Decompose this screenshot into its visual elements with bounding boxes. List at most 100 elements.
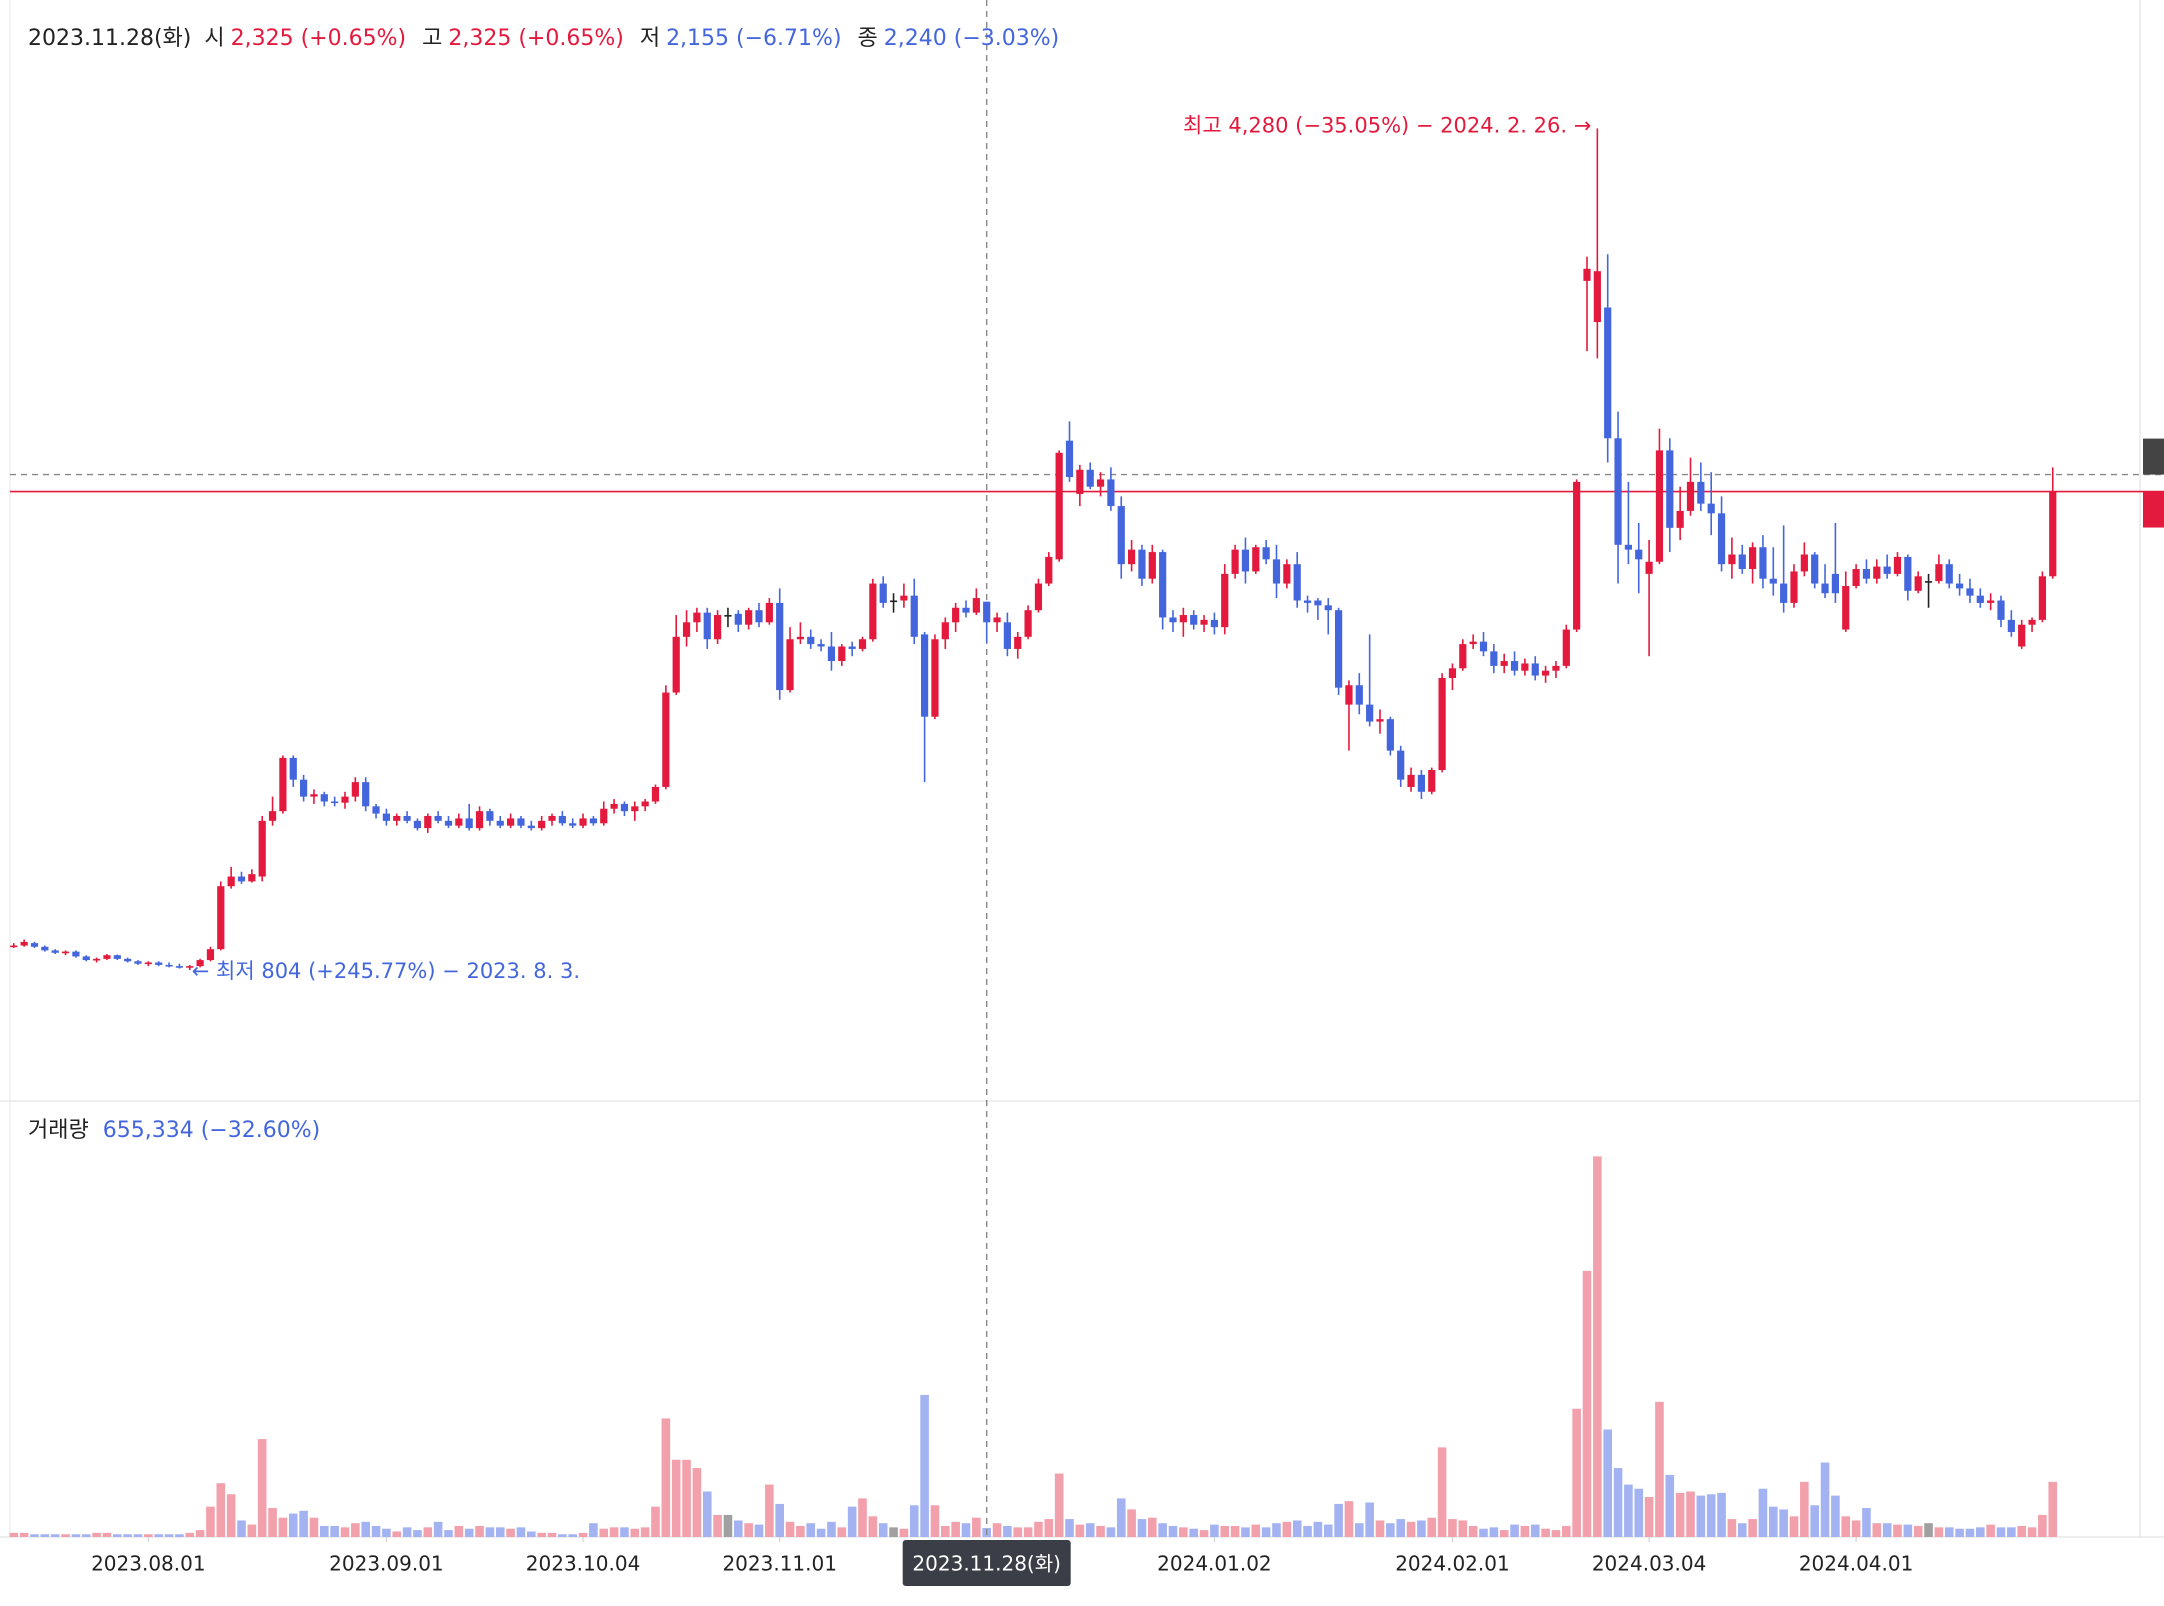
volume-bar — [1841, 1516, 1851, 1537]
candle-body — [144, 962, 152, 965]
volume-bar — [288, 1513, 298, 1537]
candle-body — [662, 692, 670, 787]
volume-bar — [734, 1520, 743, 1537]
volume-bar — [392, 1531, 402, 1537]
volume-bar — [1541, 1528, 1550, 1537]
candle-body — [1749, 547, 1757, 570]
volume-bar — [433, 1521, 443, 1537]
candle-body — [237, 876, 246, 882]
volume-bar — [1624, 1484, 1633, 1537]
volume-bar — [1417, 1520, 1426, 1537]
candle-body — [382, 813, 390, 821]
candle-body — [82, 956, 90, 961]
volume-bar — [1593, 1156, 1602, 1537]
volume-bar — [2038, 1514, 2047, 1537]
volume-bar — [796, 1525, 805, 1537]
candle-body — [351, 782, 359, 797]
candle-body — [30, 943, 39, 947]
candle-body — [983, 601, 991, 623]
candle-body — [1821, 583, 1829, 594]
volume-bar — [382, 1528, 391, 1537]
candle-body — [889, 600, 898, 603]
volume-bar — [723, 1514, 733, 1537]
volume-bar — [226, 1494, 236, 1537]
header-value: 2,325 (+0.65%) — [448, 26, 624, 51]
candle-body — [362, 782, 370, 807]
volume-bar — [1013, 1527, 1023, 1537]
candle-body — [1179, 615, 1187, 623]
candle-body — [620, 803, 629, 812]
candle-body — [1987, 600, 1995, 603]
candle-body — [103, 955, 111, 959]
volume-bar — [1976, 1527, 1985, 1537]
candle-body — [300, 779, 308, 797]
candle-body — [1407, 774, 1415, 787]
volume-bar — [1965, 1528, 1975, 1537]
volume-bar — [1634, 1488, 1644, 1537]
volume-bar — [651, 1506, 660, 1537]
volume-bar — [61, 1534, 70, 1537]
volume-bar — [444, 1530, 453, 1537]
candle-body — [1697, 481, 1705, 504]
candle-body — [1355, 685, 1363, 705]
volume-bar — [185, 1532, 195, 1537]
volume-bar — [402, 1527, 412, 1537]
volume-bar — [1562, 1525, 1571, 1537]
volume-bar — [371, 1525, 381, 1537]
candle-body — [1469, 641, 1477, 645]
candle-body — [1800, 554, 1808, 572]
candle-body — [1780, 583, 1788, 603]
header-value: 2,325 (+0.65%) — [230, 26, 407, 51]
candle-body — [1904, 556, 1912, 591]
volume-bar — [1727, 1519, 1737, 1537]
candle-body — [455, 818, 463, 826]
candle-body — [1966, 588, 1974, 596]
candle-body — [1448, 668, 1457, 678]
volume-bar — [1003, 1525, 1012, 1537]
volume-bar — [1023, 1527, 1033, 1537]
volume-bar — [702, 1491, 712, 1537]
volume-bar — [889, 1527, 898, 1537]
volume-value: 655,334 (−32.60%) — [102, 1118, 321, 1143]
volume-bar — [1282, 1521, 1292, 1537]
candle-body — [1459, 644, 1467, 669]
candle-body — [1262, 547, 1270, 560]
volume-bar — [1220, 1525, 1230, 1537]
volume-bar — [1344, 1501, 1354, 1537]
volume-bar — [630, 1528, 640, 1537]
header-value: 2,240 (−3.03%) — [883, 26, 1060, 51]
volume-bar — [454, 1525, 464, 1537]
volume-header: 거래량 655,334 (−32.60%) — [28, 1112, 320, 1144]
candle-body — [1531, 663, 1539, 676]
volume-bar — [1303, 1525, 1312, 1537]
volume-bar — [1261, 1527, 1271, 1537]
volume-bar — [144, 1534, 153, 1537]
x-tick-label: 2023.09.01 — [329, 1552, 444, 1576]
candle-body — [527, 825, 535, 829]
volume-bar — [1489, 1527, 1499, 1537]
candle-body — [703, 612, 711, 640]
candle-body — [517, 818, 525, 826]
candle-body — [755, 610, 763, 623]
volume-bar — [1665, 1474, 1675, 1537]
volume-bar — [516, 1527, 526, 1537]
candle-body — [1583, 268, 1591, 281]
volume-bar — [1365, 1502, 1374, 1537]
volume-bar — [1686, 1491, 1695, 1537]
candle-body — [124, 958, 132, 962]
candle-body — [268, 811, 277, 821]
candle-body — [1862, 569, 1871, 579]
volume-bar — [1955, 1528, 1964, 1537]
volume-bar — [878, 1523, 888, 1537]
candle-body — [1076, 469, 1084, 494]
candle-body — [1314, 600, 1322, 606]
candle-body — [1335, 610, 1343, 688]
volume-bar — [537, 1532, 546, 1537]
volume-bar — [50, 1534, 60, 1537]
volume-bar — [133, 1534, 143, 1537]
volume-bar — [1696, 1495, 1706, 1537]
volume-bar — [713, 1514, 722, 1537]
volume-bar — [340, 1527, 350, 1537]
volume-bar — [1448, 1519, 1457, 1537]
